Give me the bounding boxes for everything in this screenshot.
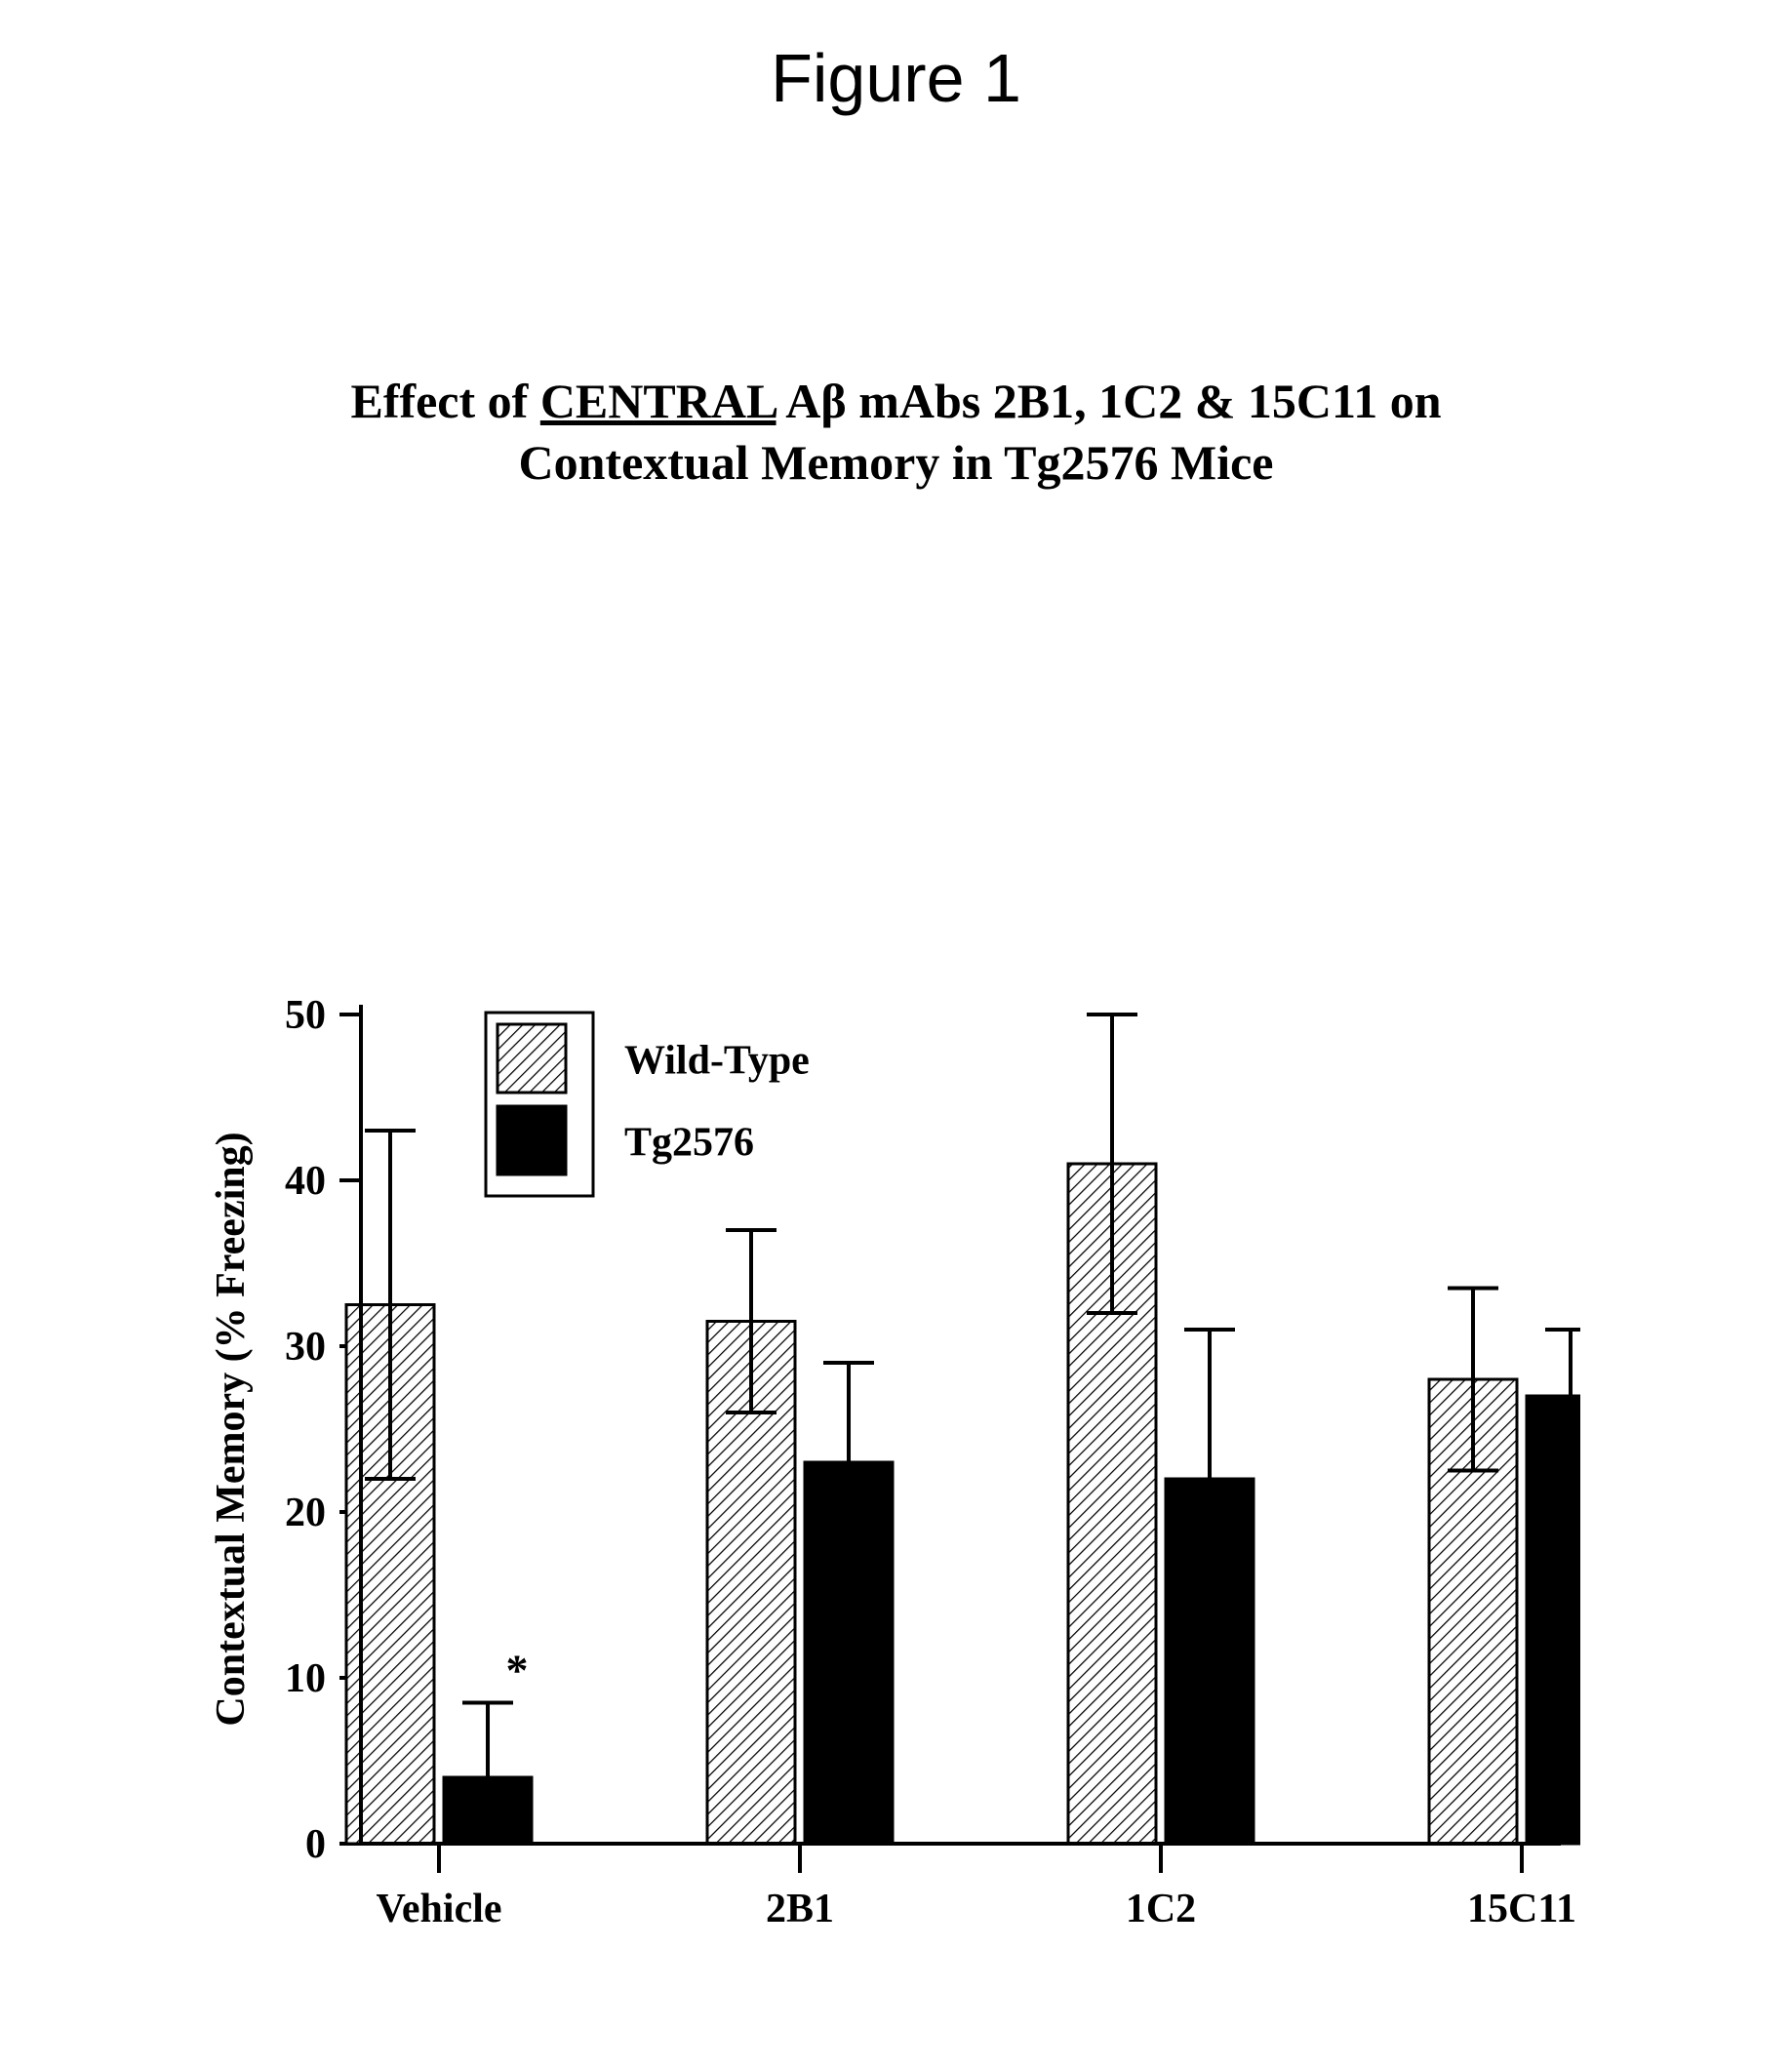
chart-svg: 0 10 20 30 40 50 Contextual Memory (% Freezing… <box>195 985 1580 1961</box>
y-tick-label: 50 <box>285 993 326 1038</box>
y-tick-label: 0 <box>305 1822 326 1867</box>
y-tick-label: 20 <box>285 1491 326 1535</box>
legend: Wild-Type Tg2576 <box>486 1013 810 1196</box>
subtitle-line1-suffix: Aβ mAbs 2B1, 1C2 & 15C11 on <box>777 374 1442 428</box>
y-tick-label: 40 <box>285 1159 326 1204</box>
figure-number: Figure 1 <box>0 39 1792 117</box>
legend-label: Tg2576 <box>624 1120 754 1165</box>
y-axis-label: Contextual Memory (% Freezing) <box>209 1132 254 1726</box>
legend-swatch <box>498 1106 566 1174</box>
chart-container: 0 10 20 30 40 50 Contextual Memory (% Freezing… <box>195 985 1580 1961</box>
subtitle-line1-underlined: CENTRAL <box>540 374 777 428</box>
subtitle-line1-prefix: Effect of <box>350 374 539 428</box>
page: Figure 1 Effect of CENTRAL Aβ mAbs 2B1, … <box>0 0 1792 2069</box>
x-category-label: Vehicle <box>376 1887 501 1931</box>
annotation-symbol: * <box>506 1646 529 1695</box>
chart-subtitle: Effect of CENTRAL Aβ mAbs 2B1, 1C2 & 15C… <box>0 371 1792 493</box>
legend-label: Wild-Type <box>624 1038 810 1083</box>
x-category-label: 15C11 <box>1467 1887 1576 1931</box>
x-category-label: 1C2 <box>1126 1887 1196 1931</box>
y-tick-label: 10 <box>285 1656 326 1701</box>
x-category-label: 2B1 <box>766 1887 834 1931</box>
subtitle-line2: Contextual Memory in Tg2576 Mice <box>519 435 1274 490</box>
legend-swatch <box>498 1024 566 1093</box>
y-tick-label: 30 <box>285 1325 326 1370</box>
